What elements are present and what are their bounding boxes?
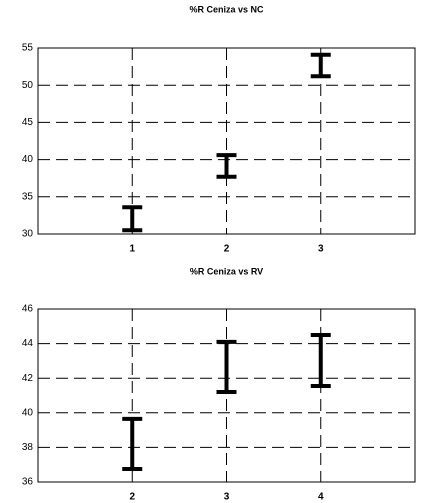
- x-tick-label: 3: [224, 492, 230, 503]
- plot-frame: [37, 308, 416, 483]
- y-tick-label: 50: [22, 80, 34, 91]
- y-tick-label: 55: [22, 43, 34, 54]
- y-tick-label: 46: [22, 304, 34, 315]
- plot-frame: [37, 47, 416, 235]
- x-tick-label: 4: [318, 492, 324, 503]
- y-tick-label: 45: [22, 117, 34, 128]
- chart-title: %R Ceniza vs NC: [189, 4, 264, 14]
- y-tick-label: 40: [22, 154, 34, 165]
- y-tick-label: 30: [22, 229, 34, 240]
- y-tick-label: 35: [22, 191, 34, 202]
- x-tick-label: 2: [224, 244, 230, 255]
- y-tick-label: 36: [22, 477, 34, 488]
- x-tick-label: 2: [129, 492, 135, 503]
- x-tick-label: 1: [129, 244, 135, 255]
- y-tick-label: 38: [22, 442, 34, 453]
- y-tick-label: 40: [22, 407, 34, 418]
- x-tick-label: 3: [318, 244, 324, 255]
- y-tick-label: 44: [22, 338, 34, 349]
- y-tick-label: 42: [22, 373, 34, 384]
- chart-title: %R Ceniza vs RV: [190, 266, 263, 276]
